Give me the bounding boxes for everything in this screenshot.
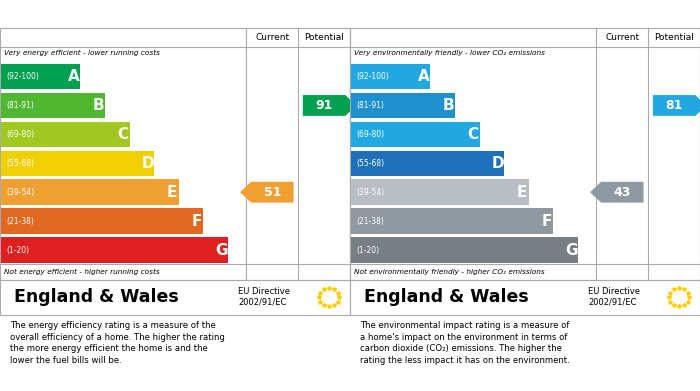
Text: The environmental impact rating is a measure of
a home's impact on the environme: The environmental impact rating is a mea…	[360, 321, 570, 365]
Text: F: F	[192, 213, 202, 229]
Text: G: G	[565, 242, 578, 258]
Text: (92-100): (92-100)	[6, 72, 39, 81]
Text: G: G	[215, 242, 228, 258]
Text: (81-91): (81-91)	[356, 101, 384, 110]
Bar	[351, 237, 578, 263]
Bar	[1, 237, 228, 263]
Text: 43: 43	[614, 186, 631, 199]
Text: (21-38): (21-38)	[356, 217, 384, 226]
Text: Not environmentally friendly - higher CO₂ emissions: Not environmentally friendly - higher CO…	[354, 269, 545, 275]
Bar	[351, 93, 455, 118]
Bar	[351, 64, 430, 89]
Text: C: C	[118, 127, 129, 142]
Text: (55-68): (55-68)	[356, 159, 384, 168]
Text: The energy efficiency rating is a measure of the
overall efficiency of a home. T: The energy efficiency rating is a measur…	[10, 321, 225, 365]
Text: E: E	[167, 185, 177, 200]
Text: EU Directive
2002/91/EC: EU Directive 2002/91/EC	[238, 287, 290, 307]
Polygon shape	[590, 182, 643, 203]
Text: E: E	[517, 185, 527, 200]
Bar	[351, 151, 504, 176]
Text: Current: Current	[606, 33, 639, 42]
Text: (1-20): (1-20)	[6, 246, 29, 255]
Text: D: D	[491, 156, 504, 171]
Text: England & Wales: England & Wales	[14, 288, 178, 306]
Polygon shape	[240, 182, 293, 203]
Text: Environmental Impact (CO₂) Rating: Environmental Impact (CO₂) Rating	[358, 7, 605, 21]
Text: B: B	[442, 98, 454, 113]
Text: Potential: Potential	[304, 33, 344, 42]
Text: Not energy efficient - higher running costs: Not energy efficient - higher running co…	[4, 269, 160, 275]
Polygon shape	[303, 95, 356, 116]
Bar	[351, 208, 554, 234]
Text: (39-54): (39-54)	[356, 188, 384, 197]
Bar	[1, 179, 178, 205]
Bar	[1, 208, 204, 234]
Text: F: F	[542, 213, 552, 229]
Text: Very environmentally friendly - lower CO₂ emissions: Very environmentally friendly - lower CO…	[354, 50, 545, 56]
Text: A: A	[68, 69, 80, 84]
Text: Current: Current	[256, 33, 289, 42]
Text: England & Wales: England & Wales	[364, 288, 528, 306]
Text: (55-68): (55-68)	[6, 159, 34, 168]
Text: Energy Efficiency Rating: Energy Efficiency Rating	[8, 7, 181, 21]
Text: Very energy efficient - lower running costs: Very energy efficient - lower running co…	[4, 50, 160, 56]
Text: D: D	[141, 156, 154, 171]
Bar	[1, 151, 154, 176]
Text: 51: 51	[263, 186, 281, 199]
Text: (81-91): (81-91)	[6, 101, 34, 110]
Text: (1-20): (1-20)	[356, 246, 379, 255]
Text: B: B	[92, 98, 104, 113]
Text: C: C	[468, 127, 479, 142]
Text: (39-54): (39-54)	[6, 188, 34, 197]
Text: (69-80): (69-80)	[6, 130, 34, 139]
Bar	[351, 122, 480, 147]
Text: 91: 91	[316, 99, 332, 112]
Text: Potential: Potential	[654, 33, 694, 42]
Text: (21-38): (21-38)	[6, 217, 34, 226]
Bar	[1, 64, 81, 89]
Bar	[1, 93, 105, 118]
Bar	[351, 179, 528, 205]
Bar	[1, 122, 130, 147]
Text: 81: 81	[666, 99, 682, 112]
Polygon shape	[653, 95, 700, 116]
Text: EU Directive
2002/91/EC: EU Directive 2002/91/EC	[588, 287, 640, 307]
Text: A: A	[418, 69, 430, 84]
Text: (69-80): (69-80)	[356, 130, 384, 139]
Text: (92-100): (92-100)	[356, 72, 389, 81]
